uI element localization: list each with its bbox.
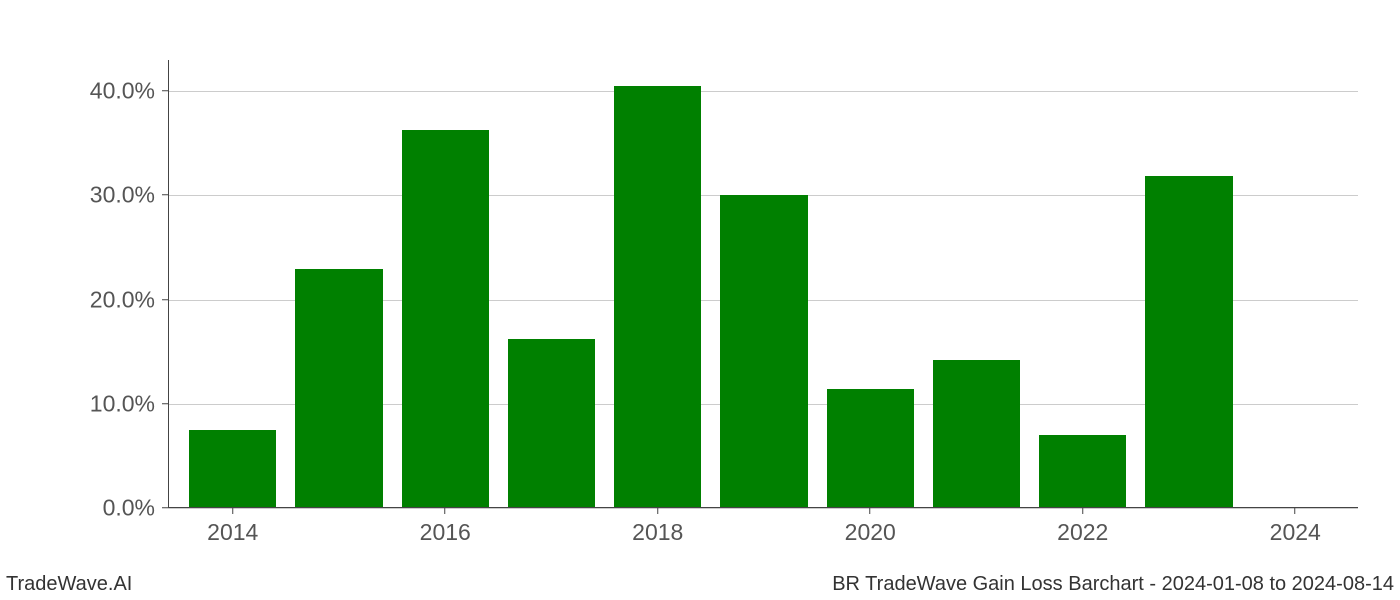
bar [614, 86, 701, 507]
bar [295, 269, 382, 507]
footer-right-text: BR TradeWave Gain Loss Barchart - 2024-0… [832, 573, 1394, 596]
bar [720, 195, 807, 507]
y-tick-label: 0.0% [103, 495, 169, 522]
plot-area: 0.0%10.0%20.0%30.0%40.0%2014201620182020… [168, 60, 1358, 508]
chart-container: 0.0% 10.0% 20.0% 30.0% 40.0% 2014 2016 2018 2020… [0, 0, 1400, 600]
bar [508, 339, 595, 507]
bar [827, 389, 914, 507]
y-gridline [169, 91, 1358, 92]
x-tick-label: 2016 [420, 507, 471, 546]
y-tick-label: 20.0% [90, 286, 169, 313]
x-tick-label: 2024 [1270, 507, 1321, 546]
y-gridline [169, 508, 1358, 509]
y-tick-label: 30.0% [90, 182, 169, 209]
bar [1039, 435, 1126, 507]
bar [402, 130, 489, 507]
bar [933, 360, 1020, 507]
x-tick-label: 2018 [632, 507, 683, 546]
x-tick-label: 2014 [207, 507, 258, 546]
bar [189, 430, 276, 507]
x-tick-label: 2020 [845, 507, 896, 546]
bar [1145, 176, 1232, 507]
y-tick-label: 10.0% [90, 390, 169, 417]
y-tick-label: 40.0% [90, 78, 169, 105]
footer-left-text: TradeWave.AI [6, 573, 132, 596]
x-tick-label: 2022 [1057, 507, 1108, 546]
